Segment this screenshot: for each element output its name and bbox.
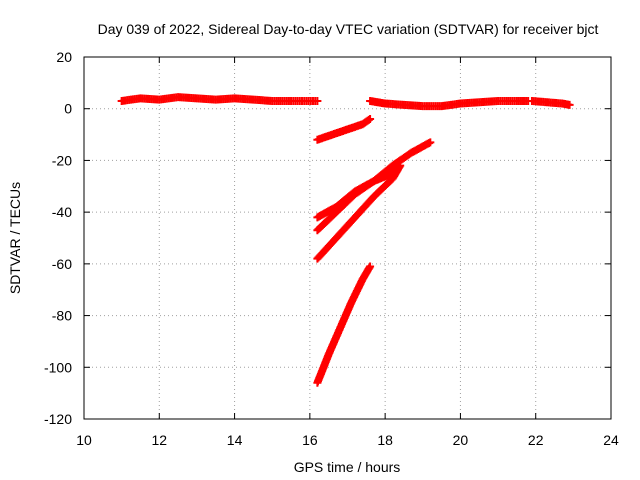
plot-frame xyxy=(83,56,612,420)
data-point xyxy=(565,100,574,109)
grid-lines xyxy=(84,57,611,419)
x-tick-label: 12 xyxy=(151,432,167,448)
data-point xyxy=(366,115,375,124)
x-tick-label: 16 xyxy=(302,432,318,448)
data-point xyxy=(426,138,435,147)
x-tick-label: 24 xyxy=(603,432,619,448)
series-trace xyxy=(313,262,375,387)
x-tick-label: 22 xyxy=(528,432,544,448)
y-axis-ticks: 20 0 -20 -40 -60 -80 -100 -120 xyxy=(44,49,611,427)
y-tick-label: -40 xyxy=(52,204,72,220)
series-trace xyxy=(313,161,405,263)
x-axis-label: GPS time / hours xyxy=(294,459,401,475)
x-tick-label: 20 xyxy=(453,432,469,448)
data-point xyxy=(396,161,405,170)
y-tick-label: 20 xyxy=(56,49,72,65)
y-tick-label: -120 xyxy=(44,411,72,427)
series-trace xyxy=(366,96,533,111)
series-trace xyxy=(527,96,574,109)
y-tick-label: -100 xyxy=(44,359,72,375)
y-tick-label: 0 xyxy=(64,101,72,117)
y-tick-label: -20 xyxy=(52,152,72,168)
x-tick-label: 14 xyxy=(227,432,243,448)
series-trace xyxy=(313,115,375,144)
y-tick-label: -60 xyxy=(52,256,72,272)
x-tick-label: 10 xyxy=(76,432,92,448)
series-trace xyxy=(117,93,322,105)
data-points xyxy=(117,93,574,387)
x-tick-label: 18 xyxy=(377,432,393,448)
data-point xyxy=(313,96,322,105)
data-point xyxy=(366,262,375,271)
y-axis-label: SDTVAR / TECUs xyxy=(7,182,23,294)
x-axis-ticks: 10 12 14 16 18 20 22 24 xyxy=(76,57,619,448)
chart-title: Day 039 of 2022, Sidereal Day-to-day VTE… xyxy=(98,21,599,37)
y-tick-label: -80 xyxy=(52,308,72,324)
